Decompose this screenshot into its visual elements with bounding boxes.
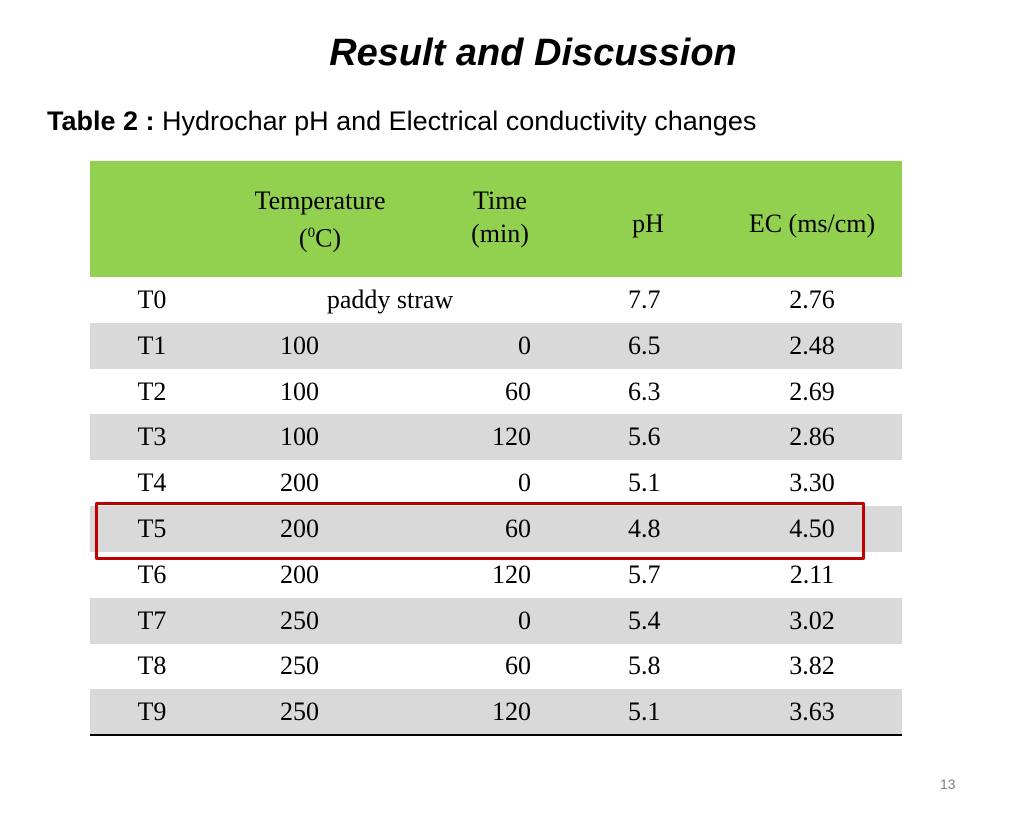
table-row <box>90 414 902 461</box>
ec-cell: 3.82 <box>789 651 835 681</box>
temperature-cell: 200 <box>280 468 319 498</box>
temperature-cell: 250 <box>280 697 319 727</box>
temperature-cell: 100 <box>280 422 319 452</box>
header-text: C) <box>315 223 342 253</box>
header-temperature: Temperature (0C) <box>220 184 420 255</box>
row-label-cell: T9 <box>137 697 167 727</box>
time-cell: 120 <box>492 422 531 452</box>
table-row <box>90 689 902 736</box>
caption-text: Hydrochar pH and Electrical conductivity… <box>162 106 757 136</box>
row-label-cell: T6 <box>137 559 167 589</box>
temperature-cell: 250 <box>280 605 319 635</box>
ph-cell: 6.3 <box>628 376 661 406</box>
header-sup: 0 <box>307 225 316 241</box>
row-label-cell: T8 <box>137 651 167 681</box>
header-time: Time (min) <box>430 184 570 250</box>
table-row <box>90 322 902 369</box>
ec-cell: 2.48 <box>789 330 835 360</box>
header-ec: EC (ms/cm) <box>748 209 876 238</box>
ec-cell: 4.50 <box>789 514 835 543</box>
ph-cell: 5.7 <box>628 559 661 589</box>
row-label-cell: T7 <box>137 605 167 635</box>
temperature-cell: 250 <box>280 651 319 681</box>
ec-cell: 2.69 <box>789 376 835 406</box>
time-cell: 60 <box>505 651 531 681</box>
ph-cell: 5.4 <box>628 605 661 635</box>
header-text: ( <box>298 223 308 253</box>
ec-cell: 3.02 <box>789 605 835 635</box>
header-ph: pH <box>632 209 664 238</box>
temperature-cell: 200 <box>280 559 319 589</box>
slide-title: Result and Discussion <box>329 32 737 74</box>
table-row <box>90 506 902 552</box>
time-cell: 60 <box>505 514 531 543</box>
time-cell: 0 <box>518 605 531 635</box>
table-caption: Table 2 : Hydrochar pH and Electrical co… <box>47 106 756 137</box>
time-cell: 60 <box>505 376 531 406</box>
ec-cell: 2.11 <box>789 559 835 589</box>
ph-cell: 5.1 <box>628 697 661 727</box>
time-cell: 120 <box>492 697 531 727</box>
page-number: 13 <box>940 776 956 792</box>
temperature-cell: 100 <box>280 376 319 406</box>
time-cell: 0 <box>518 330 531 360</box>
header-text: Time <box>473 186 527 215</box>
ec-cell: 3.30 <box>789 468 835 498</box>
ph-cell: 4.8 <box>628 514 661 543</box>
row-label-cell: T2 <box>137 376 167 406</box>
caption-label: Table 2 : <box>47 106 155 136</box>
row-label-cell: T3 <box>137 422 167 452</box>
ec-cell: 3.63 <box>789 697 835 727</box>
ph-cell: 5.6 <box>628 422 661 452</box>
row-label-cell: T5 <box>137 514 167 543</box>
temperature-cell: 100 <box>280 330 319 360</box>
row-label-cell: T4 <box>137 468 167 498</box>
row-label-cell: T1 <box>137 330 167 360</box>
time-cell: 0 <box>518 468 531 498</box>
highlight-box <box>95 502 865 560</box>
ph-cell: 7.7 <box>628 285 661 314</box>
material-cell: paddy straw <box>326 285 454 314</box>
header-band <box>90 161 902 277</box>
ph-cell: 6.5 <box>628 330 661 360</box>
ph-cell: 5.8 <box>628 651 661 681</box>
header-text: Temperature <box>254 186 386 215</box>
table-bottom-rule <box>90 734 902 736</box>
row-label-cell: T0 <box>137 285 167 314</box>
temperature-cell: 200 <box>280 514 319 543</box>
ec-cell: 2.86 <box>789 422 835 452</box>
header-text: (0C) <box>220 217 420 255</box>
ph-cell: 5.1 <box>628 468 661 498</box>
ec-cell: 2.76 <box>789 285 835 314</box>
header-text: (min) <box>471 219 529 248</box>
time-cell: 120 <box>492 559 531 589</box>
table-row <box>90 597 902 644</box>
